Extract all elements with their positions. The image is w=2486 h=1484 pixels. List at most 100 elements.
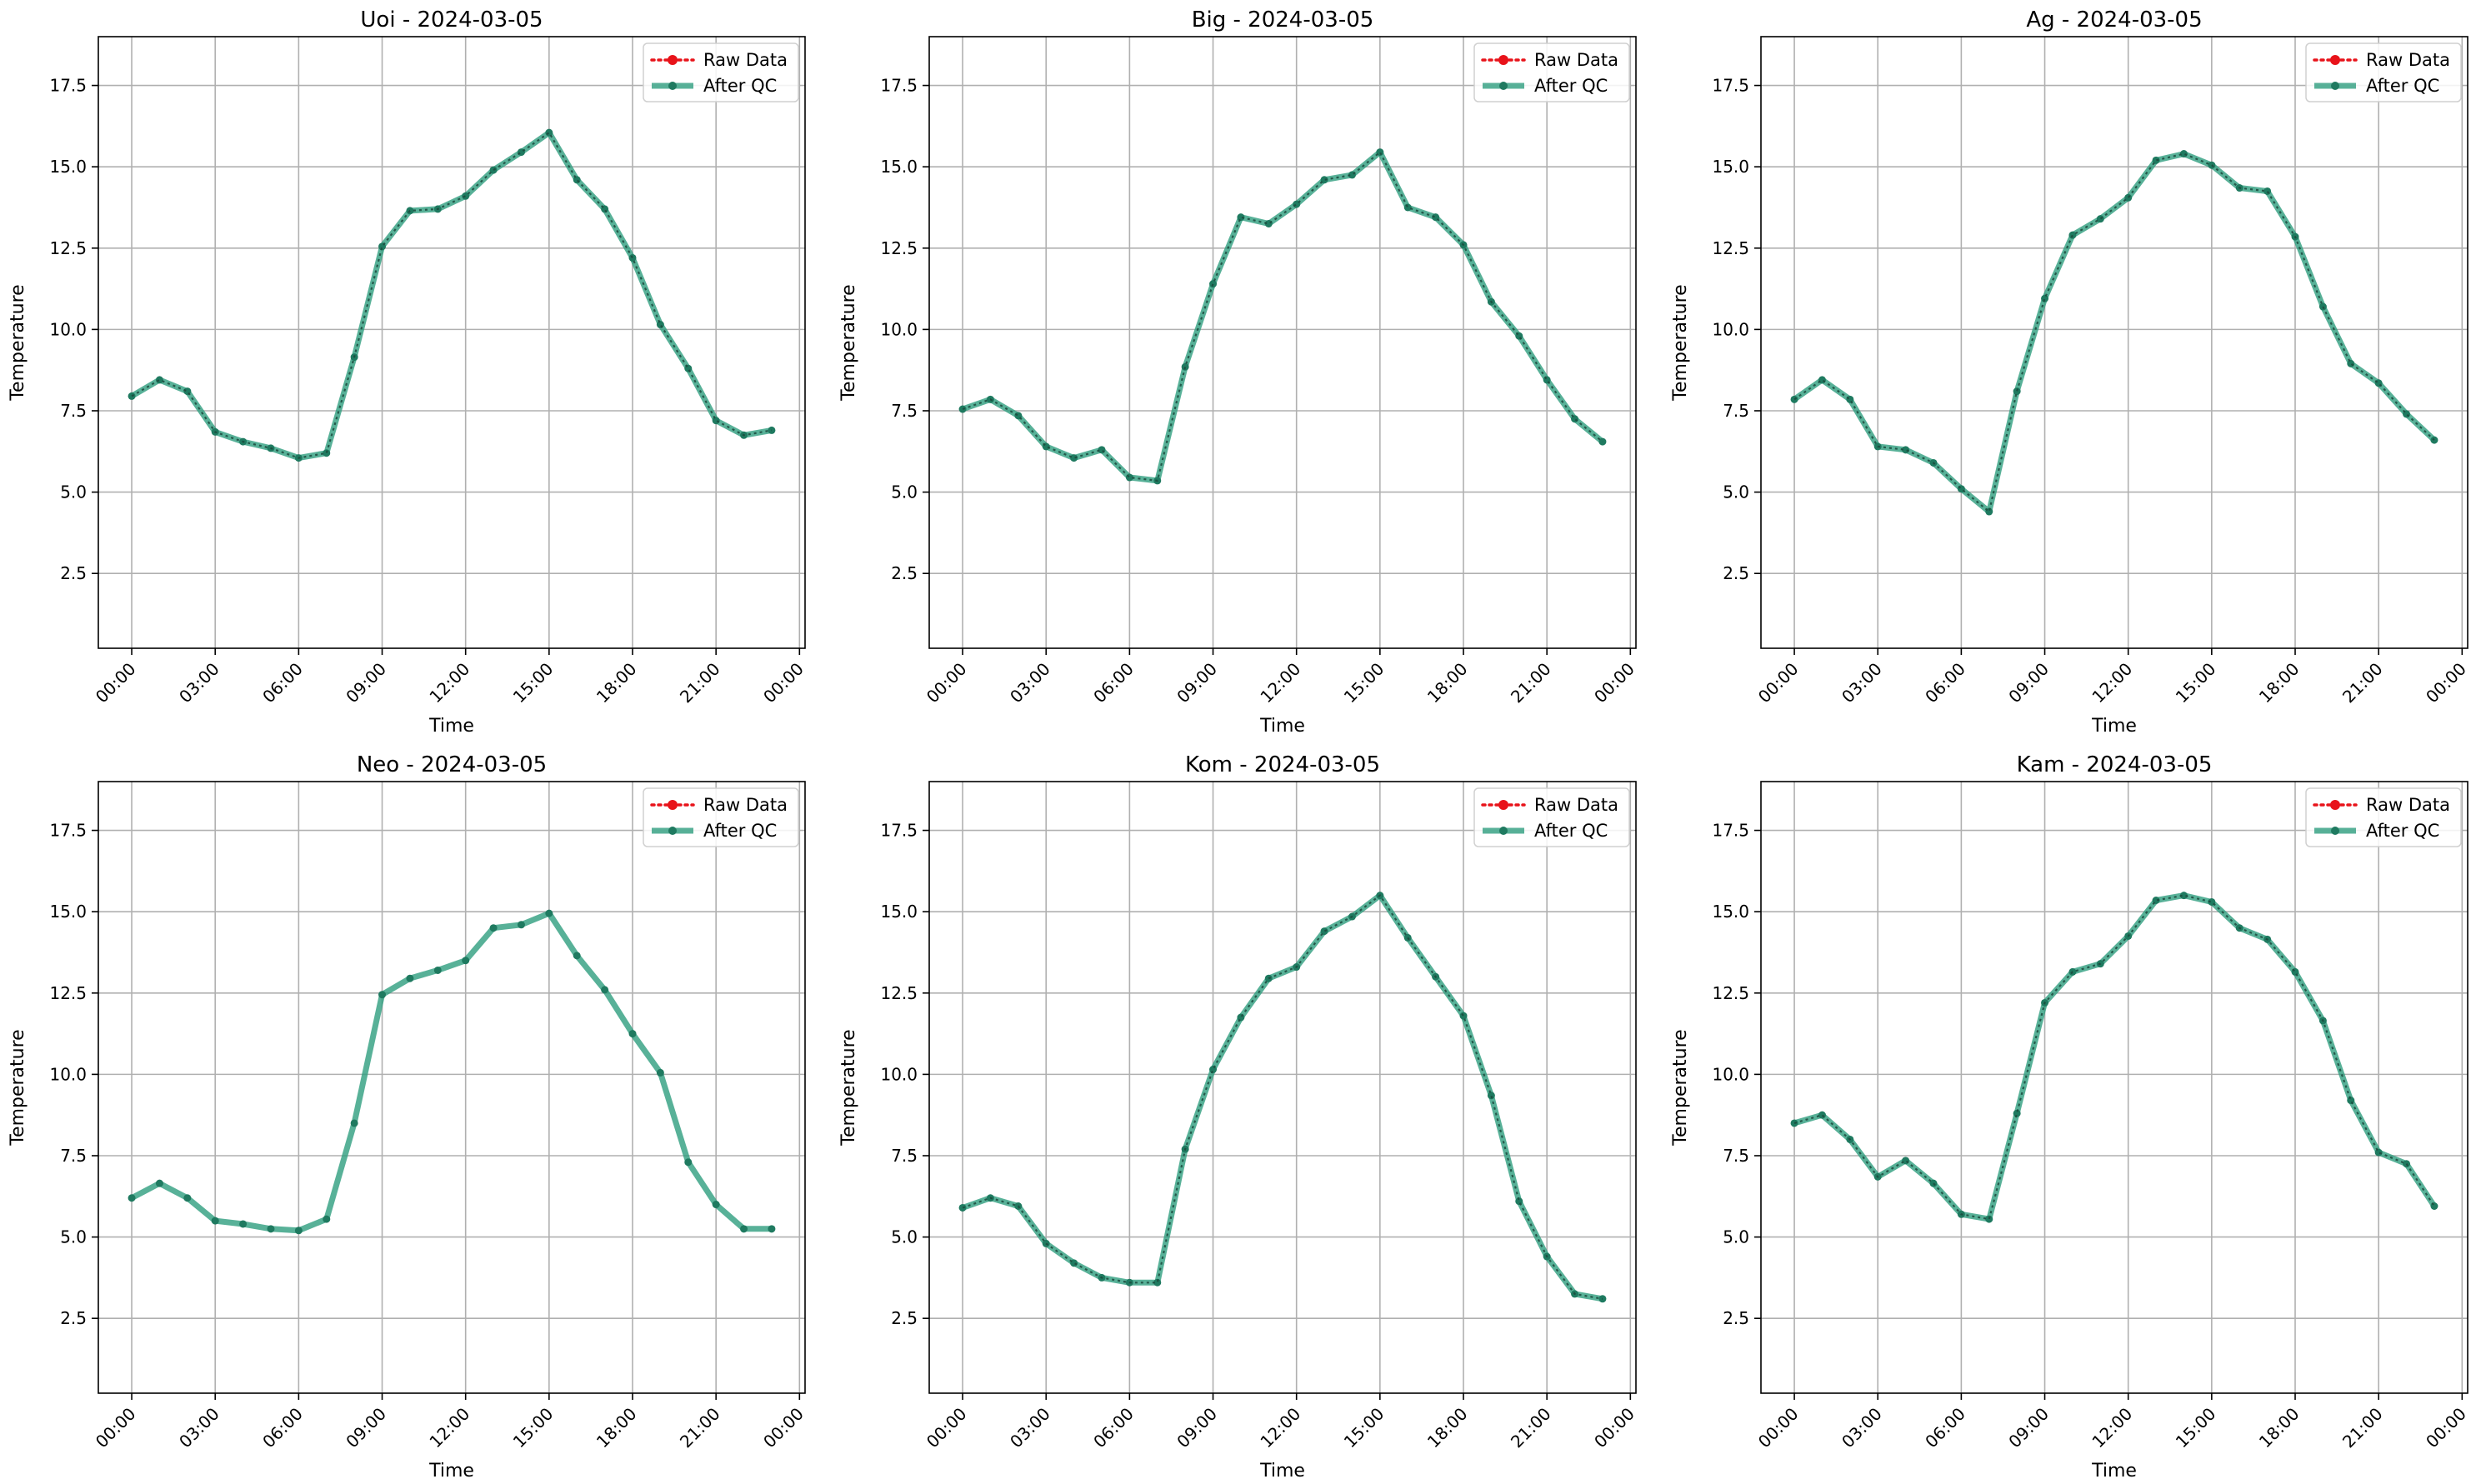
y-tick-label: 12.5 [1712,983,1749,1003]
legend-raw-marker [668,800,678,810]
x-tick-label: 00:00 [1590,659,1638,707]
after-qc-line [128,129,775,462]
y-tick-label: 15.0 [49,157,87,177]
after-qc-point [958,1203,967,1212]
y-axis-label: Temperature [8,284,28,401]
axes-frame [928,36,1637,649]
after-qc-point [1487,1092,1495,1100]
legend-raw-label: Raw Data [1534,795,1618,815]
y-tick-label: 17.5 [1712,821,1749,841]
y-tick-label: 5.0 [891,482,918,502]
after-qc-point [462,957,470,965]
after-qc-point [1790,1119,1798,1127]
subplot-5: 00:00 03:00 06:00 09:00 12:00 15:00 18:00 21:00… [1670,752,2470,1482]
after-qc-point [628,253,637,262]
x-tick-label: 21:00 [2338,1404,2387,1452]
x-tick-label: 03:00 [1006,659,1054,707]
legend-raw-label: Raw Data [703,795,788,815]
after-qc-point [2068,231,2077,239]
y-tick-label: 7.5 [891,401,918,421]
y-axis-label: Temperature [1670,1029,1691,1146]
x-tick-label: 18:00 [1423,1404,1472,1452]
y-tick-label: 10.0 [1712,319,1749,339]
legend-qc-label: After QC [2366,821,2439,841]
y-tick-label: 10.0 [1712,1064,1749,1084]
y-tick-label: 5.0 [60,1227,87,1247]
y-tick-label: 7.5 [1723,401,1749,421]
x-tick-label: 12:00 [2088,659,2136,707]
y-tick-label: 15.0 [880,902,918,922]
after-qc-point [406,974,414,982]
x-tick-label: 12:00 [2088,1404,2136,1452]
y-tick-label: 2.5 [891,563,918,583]
x-tick-label: 06:00 [258,659,307,707]
x-tick-label: 12:00 [1256,659,1304,707]
x-tick-label: 00:00 [759,1404,808,1452]
y-tick-label: 15.0 [1712,902,1749,922]
legend-qc-label: After QC [1534,76,1608,96]
legend-raw-marker [2330,55,2340,65]
legend-qc-label: After QC [703,76,777,96]
axes-frame [1760,36,2468,649]
subplot-title: Neo - 2024-03-05 [357,752,547,777]
x-tick-label: 06:00 [1921,659,1969,707]
y-tick-label: 17.5 [49,76,87,96]
x-tick-label: 09:00 [1173,659,1221,707]
after-qc-point [2179,150,2188,158]
after-qc-point [628,1030,637,1038]
y-tick-label: 7.5 [1723,1146,1749,1166]
after-qc-point [2096,215,2104,223]
x-tick-label: 09:00 [2004,1404,2053,1452]
x-tick-label: 00:00 [92,659,140,707]
after-qc-point [128,392,136,400]
x-tick-label: 12:00 [1256,1404,1304,1452]
after-qc-point [1598,1295,1607,1303]
x-tick-label: 00:00 [759,659,808,707]
after-qc-point [1902,446,1910,454]
after-qc-point [2013,387,2021,396]
y-tick-label: 10.0 [49,319,87,339]
raw-data-line [1793,152,2435,513]
x-tick-label: 21:00 [2338,659,2387,707]
after-qc-point [517,921,525,929]
x-tick-label: 21:00 [676,659,724,707]
after-qc-point [768,1225,776,1233]
y-tick-label: 15.0 [880,157,918,177]
after-qc-point [1790,395,1798,403]
y-tick-label: 2.5 [1723,1308,1749,1328]
y-tick-label: 15.0 [49,902,87,922]
x-tick-label: 06:00 [258,1404,307,1452]
after-qc-point [2041,294,2049,302]
y-tick-label: 17.5 [880,76,918,96]
x-tick-label: 00:00 [923,659,971,707]
y-tick-label: 12.5 [49,983,87,1003]
subplot-title: Ag - 2024-03-05 [2026,7,2202,32]
x-tick-label: 18:00 [2255,659,2303,707]
x-tick-label: 18:00 [1423,659,1472,707]
y-tick-label: 12.5 [1712,238,1749,258]
after-qc-point [183,1194,192,1202]
after-qc-point [294,1227,303,1235]
y-tick-label: 2.5 [1723,563,1749,583]
after-qc-point [2347,359,2355,367]
raw-data-line [131,131,773,459]
after-qc-point [323,449,331,457]
after-qc-point [489,924,498,932]
x-tick-label: 15:00 [509,1404,558,1452]
x-tick-label: 15:00 [1340,1404,1388,1452]
after-qc-point [1209,280,1218,288]
y-axis-label: Temperature [1670,284,1691,401]
legend-qc-marker [668,827,677,835]
x-tick-label: 21:00 [1507,659,1555,707]
after-qc-point [267,1225,275,1233]
after-qc-point [2263,187,2272,195]
subplot-4: 00:00 03:00 06:00 09:00 12:00 15:00 18:00 21:00… [838,752,1638,1482]
x-tick-label: 15:00 [1340,659,1388,707]
x-tick-label: 18:00 [593,1404,641,1452]
y-tick-label: 7.5 [60,401,87,421]
axes-frame [98,36,806,649]
after-qc-point [2430,436,2438,444]
x-tick-label: 00:00 [923,1404,971,1452]
axes-frame [928,781,1637,1394]
